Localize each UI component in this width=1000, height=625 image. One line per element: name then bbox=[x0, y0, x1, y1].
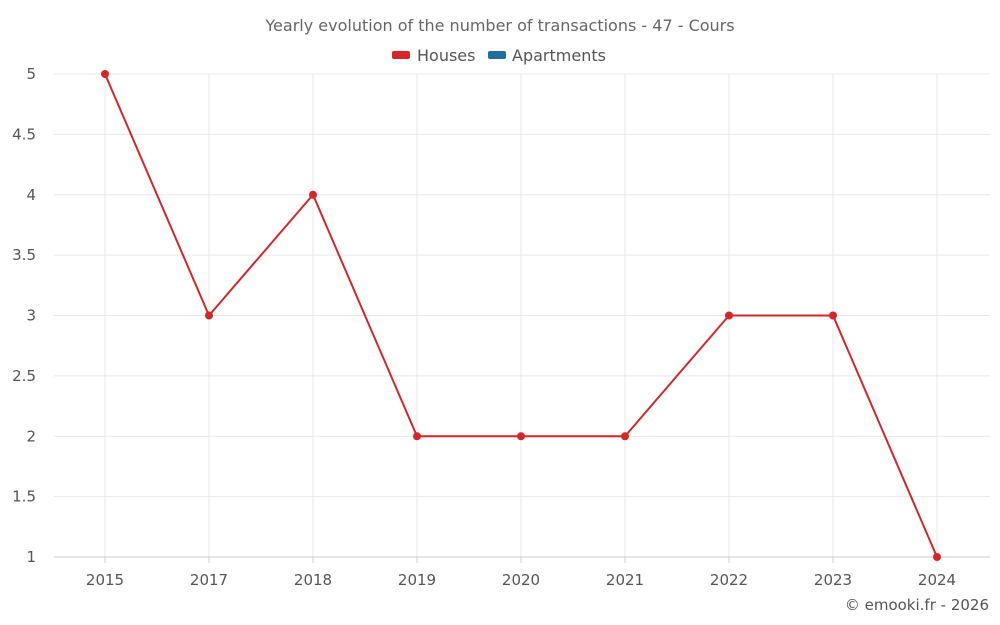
legend-swatch-apartments bbox=[488, 51, 506, 59]
y-tick-label: 1 bbox=[26, 548, 36, 566]
x-tick-label: 2019 bbox=[398, 571, 436, 589]
x-tick-label: 2018 bbox=[294, 571, 332, 589]
data-point-houses-2020[interactable] bbox=[517, 432, 525, 441]
y-tick-label: 2 bbox=[26, 427, 36, 445]
y-tick-label: 4.5 bbox=[12, 125, 36, 143]
x-tick-label: 2017 bbox=[190, 571, 228, 589]
data-point-houses-2021[interactable] bbox=[621, 432, 629, 441]
data-point-houses-2022[interactable] bbox=[725, 311, 733, 320]
y-tick-label: 3 bbox=[26, 307, 36, 325]
data-point-houses-2015[interactable] bbox=[101, 70, 109, 78]
legend-item-apartments[interactable]: Apartments bbox=[488, 46, 606, 65]
legend-swatch-houses bbox=[392, 51, 410, 59]
axis-layer: 1 1.5 2 2.5 3 3.5 4 4.5 5 2015 2017 2018 2019 2020 202… bbox=[12, 65, 990, 589]
chart-title: Yearly evolution of the number of transa… bbox=[264, 16, 734, 35]
legend: Houses Apartments bbox=[392, 46, 606, 65]
x-tick-label: 2020 bbox=[502, 571, 540, 589]
legend-label-apartments: Apartments bbox=[512, 46, 606, 65]
x-tick-label: 2024 bbox=[918, 571, 956, 589]
data-point-houses-2017[interactable] bbox=[205, 311, 213, 320]
data-point-houses-2018[interactable] bbox=[309, 190, 317, 199]
series-layer bbox=[101, 70, 941, 561]
x-tick-label: 2015 bbox=[86, 571, 124, 589]
credit-text: © emooki.fr - 2026 bbox=[845, 596, 989, 614]
y-tick-label: 4 bbox=[26, 186, 36, 204]
data-point-houses-2023[interactable] bbox=[829, 311, 837, 320]
y-tick-label: 3.5 bbox=[12, 246, 36, 264]
x-tick-label: 2021 bbox=[606, 571, 644, 589]
x-tick-label: 2023 bbox=[814, 571, 852, 589]
x-tick-label: 2022 bbox=[710, 571, 748, 589]
data-point-houses-2019[interactable] bbox=[413, 432, 421, 441]
y-tick-label: 2.5 bbox=[12, 367, 36, 385]
legend-label-houses: Houses bbox=[417, 46, 475, 65]
y-tick-label: 5 bbox=[26, 65, 36, 83]
y-tick-label: 1.5 bbox=[12, 488, 36, 506]
legend-item-houses[interactable]: Houses bbox=[392, 46, 475, 65]
grid-layer bbox=[54, 73, 990, 557]
data-point-houses-2024[interactable] bbox=[933, 553, 941, 561]
